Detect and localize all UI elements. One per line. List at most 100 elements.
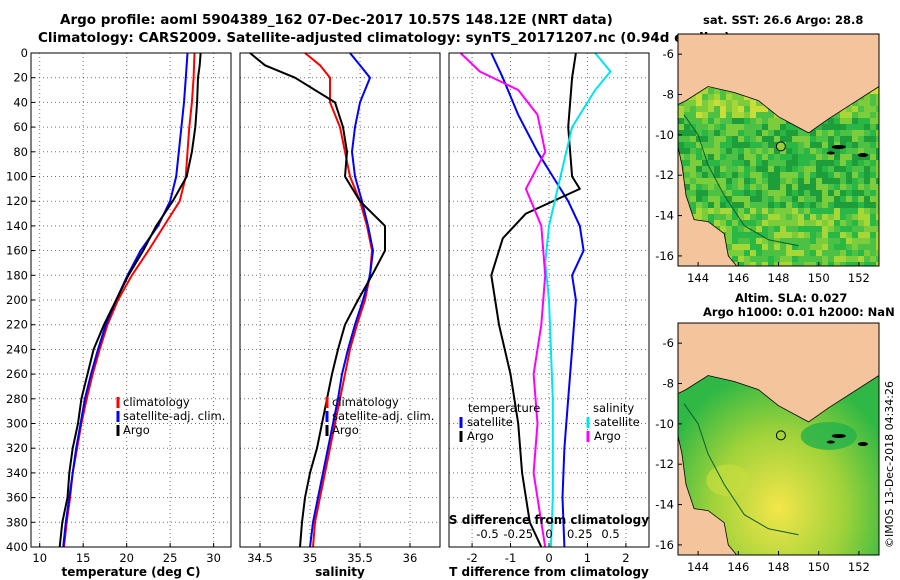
sst-pixel xyxy=(834,226,840,232)
sst-pixel xyxy=(804,184,810,190)
sst-pixel xyxy=(786,202,792,208)
sst-pixel xyxy=(714,118,720,124)
sst-pixel xyxy=(852,106,858,112)
series-line-t-satellite xyxy=(490,52,585,548)
sst-pixel xyxy=(810,178,816,184)
y-tick-label: 300 xyxy=(6,417,28,431)
sst-pixel xyxy=(690,154,696,160)
map-x-tick-label: 146 xyxy=(727,271,749,285)
sst-pixel xyxy=(756,196,762,202)
sst-pixel xyxy=(726,226,732,232)
sst-pixel xyxy=(810,160,816,166)
map-y-tick-label: -8 xyxy=(663,377,674,391)
sst-pixel xyxy=(870,118,876,124)
sst-pixel xyxy=(864,130,870,136)
sst-pixel xyxy=(732,220,738,226)
sst-pixel xyxy=(774,136,780,142)
sst-pixel xyxy=(696,172,702,178)
sst-pixel xyxy=(816,166,822,172)
sst-pixel xyxy=(690,172,696,178)
island xyxy=(831,433,846,438)
sst-pixel xyxy=(822,226,828,232)
sst-pixel xyxy=(852,154,858,160)
sst-pixel xyxy=(858,208,864,214)
sst-pixel xyxy=(744,262,750,266)
sst-pixel xyxy=(774,220,780,226)
sst-pixel xyxy=(702,118,708,124)
sst-pixel xyxy=(762,208,768,214)
sst-pixel xyxy=(744,220,750,226)
sst-pixel xyxy=(840,166,846,172)
sst-pixel xyxy=(714,208,720,214)
y-tick-label: 40 xyxy=(13,95,28,109)
x-tick-label: 30 xyxy=(206,551,221,565)
sst-pixel xyxy=(864,256,870,262)
sst-pixel xyxy=(714,160,720,166)
sst-pixel xyxy=(798,214,804,220)
y-tick-label: 0 xyxy=(21,46,28,60)
map-x-tick-label: 144 xyxy=(687,271,709,285)
sst-pixel xyxy=(786,142,792,148)
sst-pixel xyxy=(738,94,744,100)
sst-pixel xyxy=(708,214,714,220)
sst-pixel xyxy=(744,244,750,250)
sst-pixel xyxy=(804,250,810,256)
sst-pixel xyxy=(750,262,756,266)
sst-pixel xyxy=(774,196,780,202)
sst-pixel xyxy=(696,130,702,136)
sst-pixel xyxy=(870,214,876,220)
sst-pixel xyxy=(786,256,792,262)
sst-pixel xyxy=(762,118,768,124)
sst-pixel xyxy=(678,106,684,112)
map-y-tick-label: -12 xyxy=(655,457,674,471)
sst-pixel xyxy=(846,220,852,226)
sst-pixel xyxy=(840,190,846,196)
sst-pixel xyxy=(744,118,750,124)
sst-pixel xyxy=(828,220,834,226)
sst-pixel xyxy=(870,142,876,148)
sst-pixel xyxy=(840,262,846,266)
sst-pixel xyxy=(876,196,879,202)
sst-pixel xyxy=(678,148,684,154)
sst-pixel xyxy=(738,148,744,154)
sst-pixel xyxy=(720,226,726,232)
sst-pixel xyxy=(714,148,720,154)
sst-pixel xyxy=(690,160,696,166)
sst-pixel xyxy=(690,142,696,148)
sst-pixel xyxy=(852,214,858,220)
sst-pixel xyxy=(690,136,696,142)
y-tick-label: 20 xyxy=(13,71,28,85)
sst-pixel xyxy=(798,184,804,190)
sst-pixel xyxy=(864,208,870,214)
sst-pixel xyxy=(720,118,726,124)
sst-pixel xyxy=(834,262,840,266)
sst-pixel xyxy=(816,208,822,214)
sst-pixel xyxy=(756,238,762,244)
legend-label: satellite-adj. clim. xyxy=(332,409,434,423)
sst-pixel xyxy=(744,160,750,166)
sst-pixel xyxy=(786,130,792,136)
sst-pixel xyxy=(708,118,714,124)
sst-pixel xyxy=(852,232,858,238)
map-y-tick-label: -14 xyxy=(655,209,674,223)
sst-pixel xyxy=(816,160,822,166)
sst-pixel xyxy=(708,124,714,130)
sst-pixel xyxy=(756,208,762,214)
sst-pixel xyxy=(840,202,846,208)
sst-pixel xyxy=(768,244,774,250)
sst-pixel xyxy=(750,250,756,256)
sst-pixel xyxy=(804,232,810,238)
sst-pixel xyxy=(768,202,774,208)
sst-pixel xyxy=(768,256,774,262)
sst-pixel xyxy=(762,142,768,148)
island xyxy=(857,153,868,158)
sst-pixel xyxy=(690,166,696,172)
sst-pixel xyxy=(762,124,768,130)
sst-pixel xyxy=(708,154,714,160)
sst-pixel xyxy=(714,124,720,130)
x2-tick-label: 0.25 xyxy=(567,527,593,541)
sla-map-title-line1: Altim. SLA: 0.027 xyxy=(735,291,847,305)
sst-pixel xyxy=(804,220,810,226)
sst-pixel xyxy=(822,238,828,244)
sst-pixel xyxy=(774,118,780,124)
